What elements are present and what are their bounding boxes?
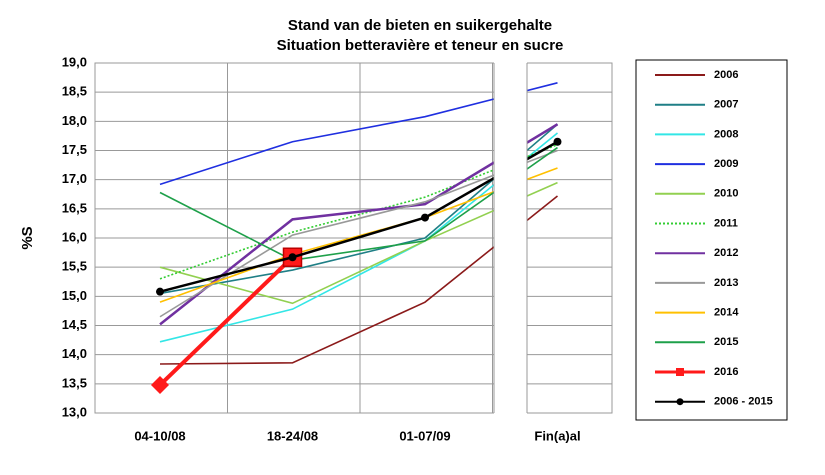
point-marker: [553, 137, 562, 146]
legend-label: 2012: [714, 247, 738, 259]
y-tick-label: 19,0: [62, 54, 87, 69]
legend-marker: [676, 368, 684, 376]
legend-label: 2007: [714, 99, 738, 111]
series-line: [159, 123, 559, 326]
x-tick-label: 01-07/09: [399, 428, 450, 443]
x-tick-label: Fin(a)al: [534, 428, 580, 443]
series-line: [159, 181, 558, 305]
series-line: [159, 140, 559, 293]
legend-label: 2014: [714, 307, 739, 319]
series-line: [159, 146, 558, 261]
point-marker: [288, 253, 297, 262]
legend-label: 2011: [714, 217, 738, 229]
series-line: [159, 149, 558, 318]
chart-title: Stand van de bieten en suikergehalte: [288, 17, 552, 34]
series-line: [159, 123, 559, 295]
series-line: [159, 143, 558, 280]
y-tick-label: 18,5: [62, 84, 87, 99]
series-group: [151, 82, 562, 394]
y-tick-label: 15,0: [62, 288, 87, 303]
point-marker: [421, 213, 429, 222]
legend-label: 2008: [714, 128, 738, 140]
legend-box: [635, 59, 788, 421]
legend-label: 2015: [714, 336, 738, 348]
chart-subtitle: Situation betteravière et teneur en sucr…: [277, 37, 564, 54]
y-tick-label: 18,0: [62, 113, 87, 128]
legend-label: 2010: [714, 188, 738, 200]
legend-label: 2009: [714, 158, 738, 170]
y-tick-label: 13,0: [62, 404, 87, 419]
y-tick-label: 17,5: [62, 142, 87, 157]
y-tick-label: 16,0: [62, 229, 87, 244]
x-tick-label: 04-10/08: [134, 428, 185, 443]
legend-marker: [676, 398, 684, 406]
y-tick-label: 14,5: [62, 317, 87, 332]
legend-label: 2006: [714, 69, 738, 81]
series-line: [158, 255, 294, 387]
legend-label: 2013: [714, 277, 738, 289]
legend-label: 2006 - 2015: [714, 396, 773, 408]
y-axis-label: %S: [19, 226, 36, 249]
axis-break: [494, 61, 527, 415]
point-marker: [156, 287, 164, 296]
y-tick-label: 16,5: [62, 200, 87, 215]
plot-border: [94, 62, 613, 414]
x-tick-label: 18-24/08: [267, 428, 318, 443]
series-line: [159, 195, 559, 365]
y-tick-label: 14,0: [62, 346, 87, 361]
series-line: [159, 167, 558, 303]
legend-label: 2016: [714, 366, 738, 378]
y-tick-label: 13,5: [62, 375, 87, 390]
series-line: [159, 132, 559, 343]
point-marker: [151, 376, 169, 394]
y-tick-label: 17,0: [62, 171, 87, 186]
y-tick-label: 15,5: [62, 259, 87, 274]
series-line: [159, 82, 558, 186]
